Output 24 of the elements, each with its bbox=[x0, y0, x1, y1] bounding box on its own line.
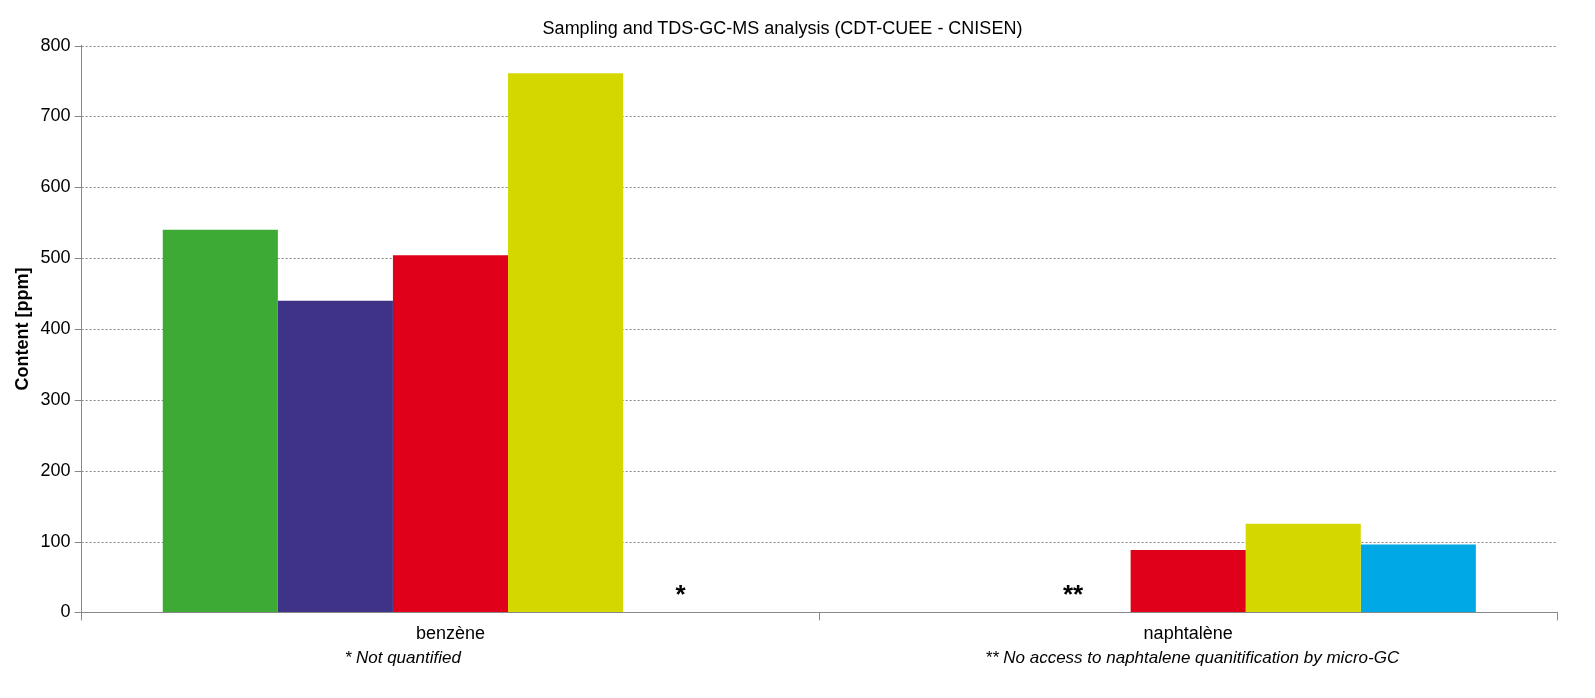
annotation: * bbox=[675, 578, 687, 609]
y-tick-label: 100 bbox=[40, 530, 71, 551]
y-tick-label: 800 bbox=[40, 34, 71, 55]
bar bbox=[277, 300, 393, 612]
y-tick-label: 200 bbox=[40, 459, 71, 480]
bar bbox=[1245, 523, 1361, 612]
y-tick-label: 700 bbox=[40, 105, 71, 126]
bar bbox=[1130, 550, 1246, 612]
y-tick-label: 0 bbox=[60, 601, 71, 622]
y-tick-label: 400 bbox=[40, 317, 71, 338]
text: ** No access to naphtalene quanitification by micro-GC bbox=[984, 648, 1401, 668]
text: * Not quantified bbox=[343, 648, 463, 668]
bar bbox=[508, 73, 624, 612]
x-tick-label: naphtalène bbox=[1143, 623, 1233, 644]
chart-title: Sampling and TDS-GC-MS analysis (CDT-CUEE - CNISEN) bbox=[542, 17, 1023, 38]
y-axis-title: Content [ppm] bbox=[11, 267, 32, 391]
x-tick-label: benzène bbox=[415, 623, 486, 644]
bar bbox=[392, 255, 509, 612]
annotation: ** bbox=[1062, 578, 1085, 609]
y-tick-label: 300 bbox=[40, 388, 71, 409]
bar bbox=[1360, 544, 1476, 612]
bar bbox=[162, 229, 278, 612]
y-tick-label: 500 bbox=[40, 247, 71, 268]
y-tick-label: 600 bbox=[40, 176, 71, 197]
